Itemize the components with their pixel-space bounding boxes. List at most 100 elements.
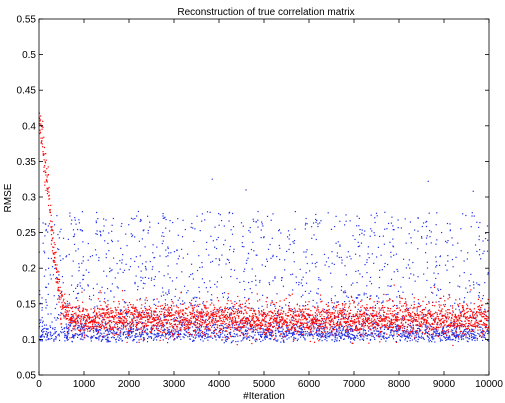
blue-point bbox=[135, 256, 137, 258]
blue-point bbox=[368, 330, 370, 332]
red-point bbox=[304, 301, 307, 303]
red-point bbox=[287, 311, 289, 314]
red-point bbox=[109, 324, 111, 326]
blue-point bbox=[250, 326, 253, 328]
blue-point bbox=[242, 225, 244, 227]
red-point bbox=[117, 333, 119, 336]
red-point bbox=[236, 344, 238, 346]
red-point bbox=[93, 320, 95, 322]
red-point bbox=[334, 315, 336, 317]
red-point bbox=[294, 311, 297, 313]
red-point bbox=[164, 316, 166, 318]
red-point bbox=[168, 310, 170, 312]
blue-point bbox=[136, 329, 138, 332]
blue-point bbox=[132, 314, 134, 317]
blue-point bbox=[414, 229, 416, 231]
red-point bbox=[179, 317, 181, 319]
blue-point bbox=[245, 262, 247, 264]
red-point bbox=[165, 315, 167, 317]
red-point bbox=[205, 308, 207, 310]
blue-point bbox=[373, 330, 375, 332]
red-point bbox=[213, 330, 215, 332]
red-point bbox=[185, 327, 187, 329]
red-point bbox=[280, 319, 282, 321]
red-point bbox=[193, 322, 195, 324]
red-point bbox=[97, 298, 99, 300]
red-point bbox=[223, 321, 226, 323]
red-point bbox=[283, 321, 285, 324]
blue-point bbox=[356, 281, 358, 284]
blue-point bbox=[293, 239, 296, 242]
red-point bbox=[283, 311, 285, 313]
blue-point bbox=[164, 309, 166, 311]
red-point bbox=[164, 307, 166, 309]
red-point bbox=[54, 263, 57, 266]
blue-point bbox=[104, 298, 106, 300]
blue-point bbox=[318, 324, 320, 326]
red-point bbox=[160, 323, 162, 325]
blue-point bbox=[331, 286, 333, 288]
blue-point bbox=[47, 283, 50, 285]
blue-point bbox=[413, 319, 415, 321]
blue-point bbox=[322, 327, 324, 329]
blue-point bbox=[360, 242, 363, 244]
blue-point bbox=[458, 334, 460, 336]
blue-point bbox=[371, 320, 373, 322]
blue-point bbox=[287, 334, 289, 336]
red-point bbox=[242, 333, 244, 335]
blue-point bbox=[130, 328, 133, 330]
blue-point bbox=[88, 271, 90, 274]
red-point bbox=[187, 314, 189, 317]
chart-title: Reconstruction of true correlation matri… bbox=[177, 7, 354, 18]
blue-point bbox=[310, 325, 312, 327]
red-point bbox=[132, 306, 134, 308]
red-point bbox=[47, 174, 49, 176]
blue-point bbox=[184, 329, 186, 332]
red-point bbox=[143, 316, 145, 319]
blue-point bbox=[334, 336, 336, 338]
red-point bbox=[74, 327, 76, 329]
red-point bbox=[308, 328, 310, 330]
blue-point bbox=[68, 330, 70, 332]
red-point bbox=[272, 312, 274, 315]
blue-point bbox=[399, 335, 402, 338]
red-point bbox=[164, 303, 166, 305]
red-point bbox=[112, 333, 114, 335]
blue-point bbox=[318, 277, 320, 279]
blue-point bbox=[376, 295, 378, 297]
red-point bbox=[324, 311, 326, 313]
blue-point bbox=[118, 339, 120, 342]
blue-point bbox=[167, 327, 169, 329]
blue-point bbox=[348, 315, 351, 318]
red-point bbox=[201, 312, 203, 314]
blue-point bbox=[44, 252, 46, 254]
red-point bbox=[261, 314, 264, 317]
red-point bbox=[333, 324, 336, 326]
blue-point bbox=[471, 336, 473, 338]
blue-point bbox=[238, 323, 240, 325]
blue-point bbox=[201, 337, 203, 339]
red-point bbox=[295, 319, 297, 321]
blue-point bbox=[140, 279, 142, 282]
blue-point bbox=[43, 335, 45, 338]
red-point bbox=[268, 319, 271, 321]
blue-point bbox=[400, 227, 402, 229]
blue-point bbox=[409, 337, 411, 339]
blue-point bbox=[315, 334, 318, 336]
blue-point bbox=[290, 273, 292, 276]
blue-point bbox=[194, 304, 196, 306]
blue-point bbox=[430, 242, 432, 244]
blue-point bbox=[198, 336, 200, 338]
blue-point bbox=[425, 252, 427, 254]
red-point bbox=[241, 318, 243, 320]
blue-point bbox=[293, 325, 295, 327]
blue-point bbox=[474, 339, 476, 342]
red-point bbox=[278, 309, 280, 311]
red-point bbox=[293, 339, 295, 341]
red-point bbox=[255, 315, 257, 318]
red-point bbox=[155, 304, 157, 306]
red-point bbox=[214, 311, 216, 313]
blue-point bbox=[239, 281, 241, 283]
red-point bbox=[206, 313, 208, 316]
blue-point bbox=[132, 317, 134, 319]
